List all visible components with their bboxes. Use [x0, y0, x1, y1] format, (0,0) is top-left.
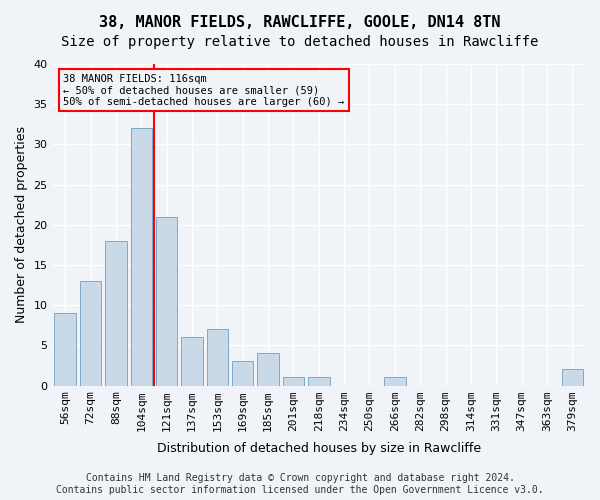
Y-axis label: Number of detached properties: Number of detached properties: [15, 126, 28, 324]
Text: Contains HM Land Registry data © Crown copyright and database right 2024.
Contai: Contains HM Land Registry data © Crown c…: [56, 474, 544, 495]
Text: 38 MANOR FIELDS: 116sqm
← 50% of detached houses are smaller (59)
50% of semi-de: 38 MANOR FIELDS: 116sqm ← 50% of detache…: [63, 74, 344, 107]
Bar: [80, 281, 101, 386]
X-axis label: Distribution of detached houses by size in Rawcliffe: Distribution of detached houses by size …: [157, 442, 481, 455]
Bar: [308, 378, 329, 386]
Bar: [384, 378, 406, 386]
Bar: [131, 128, 152, 386]
Bar: [181, 338, 203, 386]
Text: Size of property relative to detached houses in Rawcliffe: Size of property relative to detached ho…: [61, 35, 539, 49]
Text: 38, MANOR FIELDS, RAWCLIFFE, GOOLE, DN14 8TN: 38, MANOR FIELDS, RAWCLIFFE, GOOLE, DN14…: [99, 15, 501, 30]
Bar: [232, 362, 253, 386]
Bar: [206, 330, 228, 386]
Bar: [257, 354, 279, 386]
Bar: [283, 378, 304, 386]
Bar: [562, 370, 583, 386]
Bar: [105, 241, 127, 386]
Bar: [156, 216, 178, 386]
Bar: [55, 313, 76, 386]
